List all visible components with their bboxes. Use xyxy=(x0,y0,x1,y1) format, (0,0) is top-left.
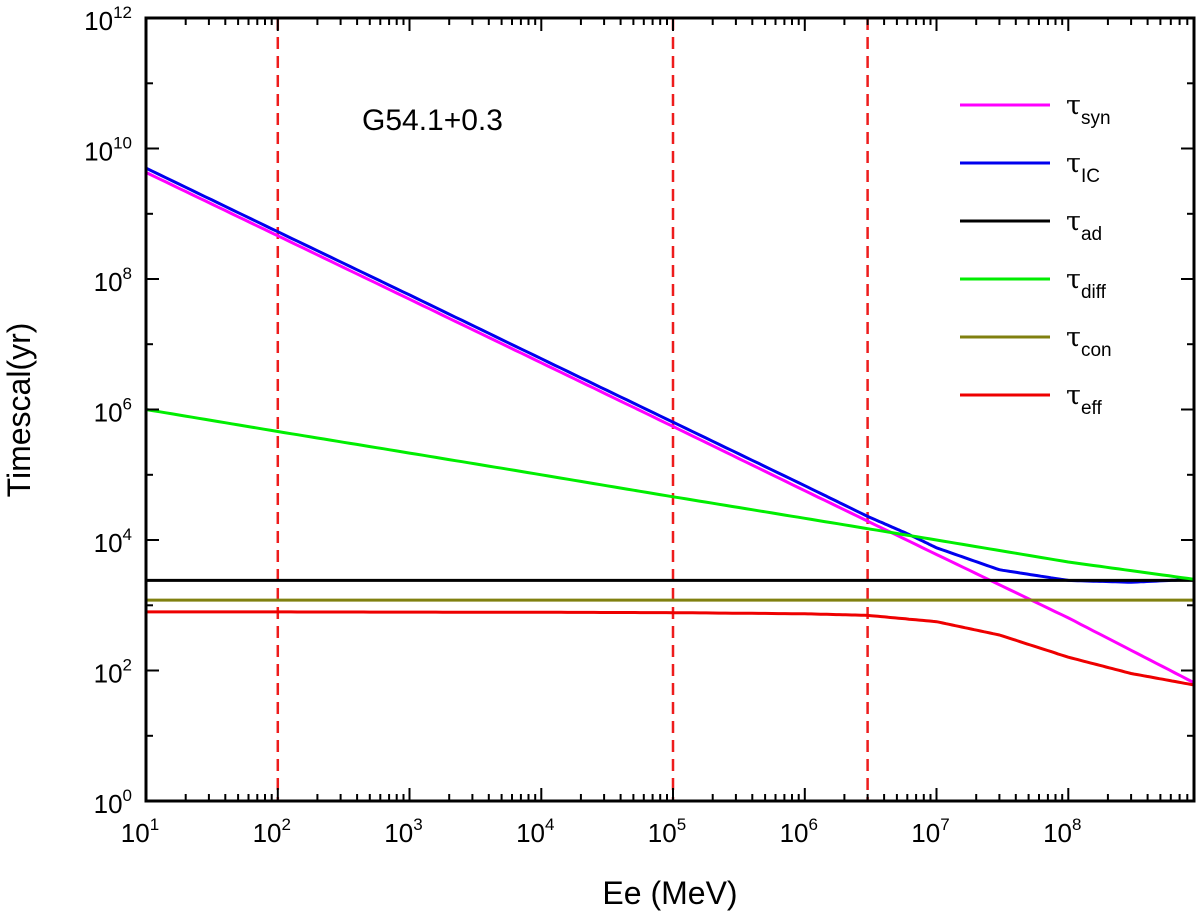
legend-symbol: τ xyxy=(1066,380,1081,411)
plot-frame xyxy=(144,16,1196,803)
y-tick-label-exp: 6 xyxy=(123,395,132,414)
x-tick-labels: 101 102 103 104 105 106 107 108 xyxy=(121,815,1082,848)
y-tick-label: 100 xyxy=(94,786,132,819)
legend-subscript: eff xyxy=(1081,398,1103,419)
legend-subscript: IC xyxy=(1081,166,1100,187)
legend-label: τdiff xyxy=(1066,264,1107,303)
legend-subscript: ad xyxy=(1081,224,1102,245)
legend-subscript: syn xyxy=(1081,108,1111,129)
y-tick-label: 1010 xyxy=(84,134,132,167)
series-line-syn xyxy=(145,171,1195,685)
y-tick-label-exp: 2 xyxy=(123,656,132,675)
legend-label: τeff xyxy=(1066,380,1102,419)
legend-subscript: diff xyxy=(1081,282,1107,303)
legend-symbol: τ xyxy=(1066,90,1081,121)
legend-symbol: τ xyxy=(1066,148,1081,179)
x-tick-label-base: 10 xyxy=(253,818,282,848)
series-lines xyxy=(145,166,1195,687)
x-tick-label-exp: 5 xyxy=(677,815,686,834)
legend-item-syn: τsyn xyxy=(960,90,1111,129)
legend-label: τIC xyxy=(1066,148,1100,187)
x-tick-label-exp: 2 xyxy=(282,815,291,834)
x-tick-label: 105 xyxy=(648,815,686,848)
y-tick-label: 106 xyxy=(94,395,132,428)
x-tick-label: 104 xyxy=(516,815,554,848)
x-tick-label-exp: 3 xyxy=(413,815,422,834)
x-tick-label-exp: 8 xyxy=(1072,815,1081,834)
x-tick-label: 106 xyxy=(780,815,818,848)
y-tick-label: 1012 xyxy=(84,3,132,36)
y-tick-label-exp: 12 xyxy=(113,3,132,22)
x-tick-label-base: 10 xyxy=(121,818,150,848)
y-tick-label-base: 10 xyxy=(94,398,123,428)
x-tick-label-base: 10 xyxy=(911,818,940,848)
x-tick-label: 107 xyxy=(911,815,949,848)
x-tick-label-base: 10 xyxy=(516,818,545,848)
x-tick-label: 101 xyxy=(121,815,159,848)
series-line-IC xyxy=(145,166,1195,584)
y-tick-label-exp: 8 xyxy=(123,264,132,283)
x-tick-label: 102 xyxy=(253,815,291,848)
x-tick-label-base: 10 xyxy=(648,818,677,848)
x-tick-label-exp: 1 xyxy=(150,815,159,834)
x-tick-label-exp: 6 xyxy=(809,815,818,834)
y-tick-label-base: 10 xyxy=(94,267,123,297)
x-tick-label-base: 10 xyxy=(1043,818,1072,848)
y-tick-label: 104 xyxy=(94,525,132,558)
y-tick-label-exp: 4 xyxy=(123,525,132,544)
legend-item-con: τcon xyxy=(960,322,1112,361)
x-tick-label: 108 xyxy=(1043,815,1081,848)
y-tick-label-exp: 0 xyxy=(123,786,132,805)
y-tick-label-exp: 10 xyxy=(113,134,132,153)
axis-ticks xyxy=(145,18,1195,802)
y-tick-label-base: 10 xyxy=(94,789,123,819)
y-tick-label-base: 10 xyxy=(94,528,123,558)
y-tick-label-base: 10 xyxy=(84,137,113,167)
x-tick-label-base: 10 xyxy=(384,818,413,848)
legend-label: τad xyxy=(1066,206,1102,245)
series-line-diff xyxy=(145,408,1195,581)
legend-label: τcon xyxy=(1066,322,1112,361)
series-line-eff xyxy=(146,610,1195,687)
y-tick-label: 102 xyxy=(94,656,132,689)
legend-item-IC: τIC xyxy=(960,148,1100,187)
x-axis-title: Ee (MeV) xyxy=(602,875,737,911)
y-tick-label: 108 xyxy=(94,264,132,297)
y-tick-label-base: 10 xyxy=(94,659,123,689)
x-tick-label-exp: 7 xyxy=(940,815,949,834)
y-axis-title: Timescal(yr) xyxy=(1,323,37,498)
y-tick-label-base: 10 xyxy=(84,6,113,36)
vertical-marker-lines xyxy=(276,18,869,801)
legend-item-ad: τad xyxy=(960,206,1102,245)
legend-item-diff: τdiff xyxy=(960,264,1107,303)
x-tick-label-base: 10 xyxy=(780,818,809,848)
legend-label: τsyn xyxy=(1066,90,1111,129)
legend-symbol: τ xyxy=(1066,322,1081,353)
legend-subscript: con xyxy=(1081,340,1112,361)
annotation-label: G54.1+0.3 xyxy=(362,104,503,137)
x-tick-label: 103 xyxy=(384,815,422,848)
legend-symbol: τ xyxy=(1066,264,1081,295)
legend-item-eff: τeff xyxy=(960,380,1102,419)
x-tick-label-exp: 4 xyxy=(545,815,554,834)
legend-symbol: τ xyxy=(1066,206,1081,237)
